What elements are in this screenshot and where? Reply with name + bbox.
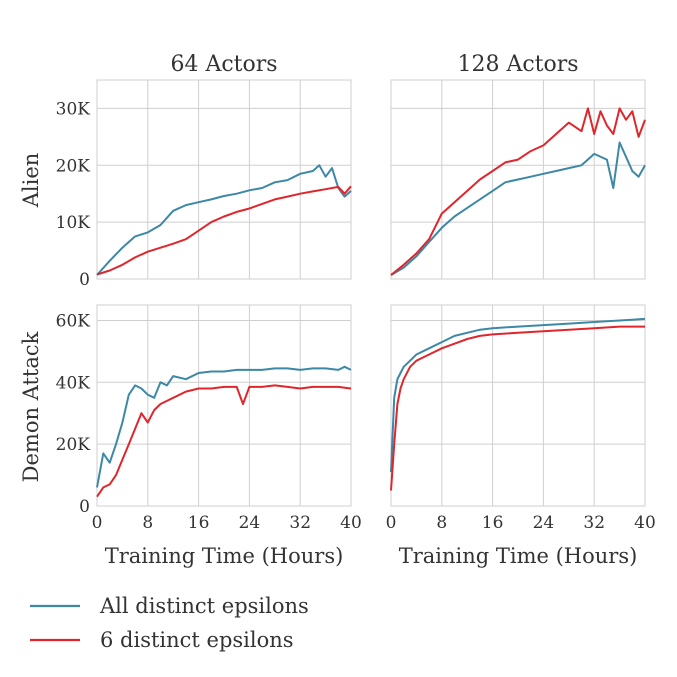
panel-demon-attack-128: 0 8 16 24 32 40 — [386, 304, 656, 533]
plot-area — [96, 304, 352, 507]
x-tick-label: 8 — [436, 513, 447, 533]
series-line-all-distinct-epsilons — [96, 365, 352, 488]
plot-area — [96, 79, 352, 280]
series-line-6-distinct-epsilons — [390, 107, 646, 276]
x-tick-label: 24 — [239, 513, 261, 533]
panel-demon-attack-64: 0 20K 40K 60K 0 8 16 24 32 40 — [56, 304, 362, 533]
row-label-alien: Alien — [19, 153, 43, 209]
x-tick-label: 32 — [583, 513, 605, 533]
x-tick-label: 40 — [340, 513, 362, 533]
x-tick-label: 8 — [142, 513, 153, 533]
x-tick-label: 0 — [92, 513, 103, 533]
legend-label-6-distinct: 6 distinct epsilons — [100, 628, 294, 652]
panel-alien-128 — [390, 79, 646, 280]
y-tick-label: 0 — [79, 497, 90, 517]
x-tick-label: 24 — [533, 513, 555, 533]
y-tick-label: 10K — [56, 213, 91, 233]
y-tick-label: 20K — [56, 435, 91, 455]
y-tick-label: 40K — [56, 373, 91, 393]
x-axis-title-right: Training Time (Hours) — [399, 544, 638, 568]
legend: All distinct epsilons 6 distinct epsilon… — [30, 594, 309, 652]
x-tick-label: 32 — [289, 513, 311, 533]
y-tick-label: 0 — [79, 270, 90, 290]
column-title-64-actors: 64 Actors — [170, 52, 277, 77]
series-line-all-distinct-epsilons — [390, 317, 646, 473]
panel-alien-64: 0 10K 20K 30K — [56, 79, 352, 290]
legend-label-all-distinct: All distinct epsilons — [99, 594, 309, 618]
x-tick-label: 0 — [386, 513, 397, 533]
y-tick-label: 20K — [56, 156, 91, 176]
series-line-6-distinct-epsilons — [96, 185, 352, 276]
series-line-all-distinct-epsilons — [390, 141, 646, 276]
x-axis-title-left: Training Time (Hours) — [105, 544, 344, 568]
y-tick-label: 60K — [56, 311, 91, 331]
y-tick-label: 30K — [56, 99, 91, 119]
x-tick-label: 40 — [634, 513, 656, 533]
row-label-demon-attack: Demon Attack — [19, 331, 43, 482]
x-tick-label: 16 — [188, 513, 210, 533]
x-tick-label: 16 — [482, 513, 504, 533]
column-title-128-actors: 128 Actors — [457, 52, 578, 77]
plot-area — [390, 304, 646, 507]
series-line-6-distinct-epsilons — [390, 325, 645, 491]
series-line-all-distinct-epsilons — [96, 164, 352, 276]
series-line-6-distinct-epsilons — [96, 384, 352, 498]
